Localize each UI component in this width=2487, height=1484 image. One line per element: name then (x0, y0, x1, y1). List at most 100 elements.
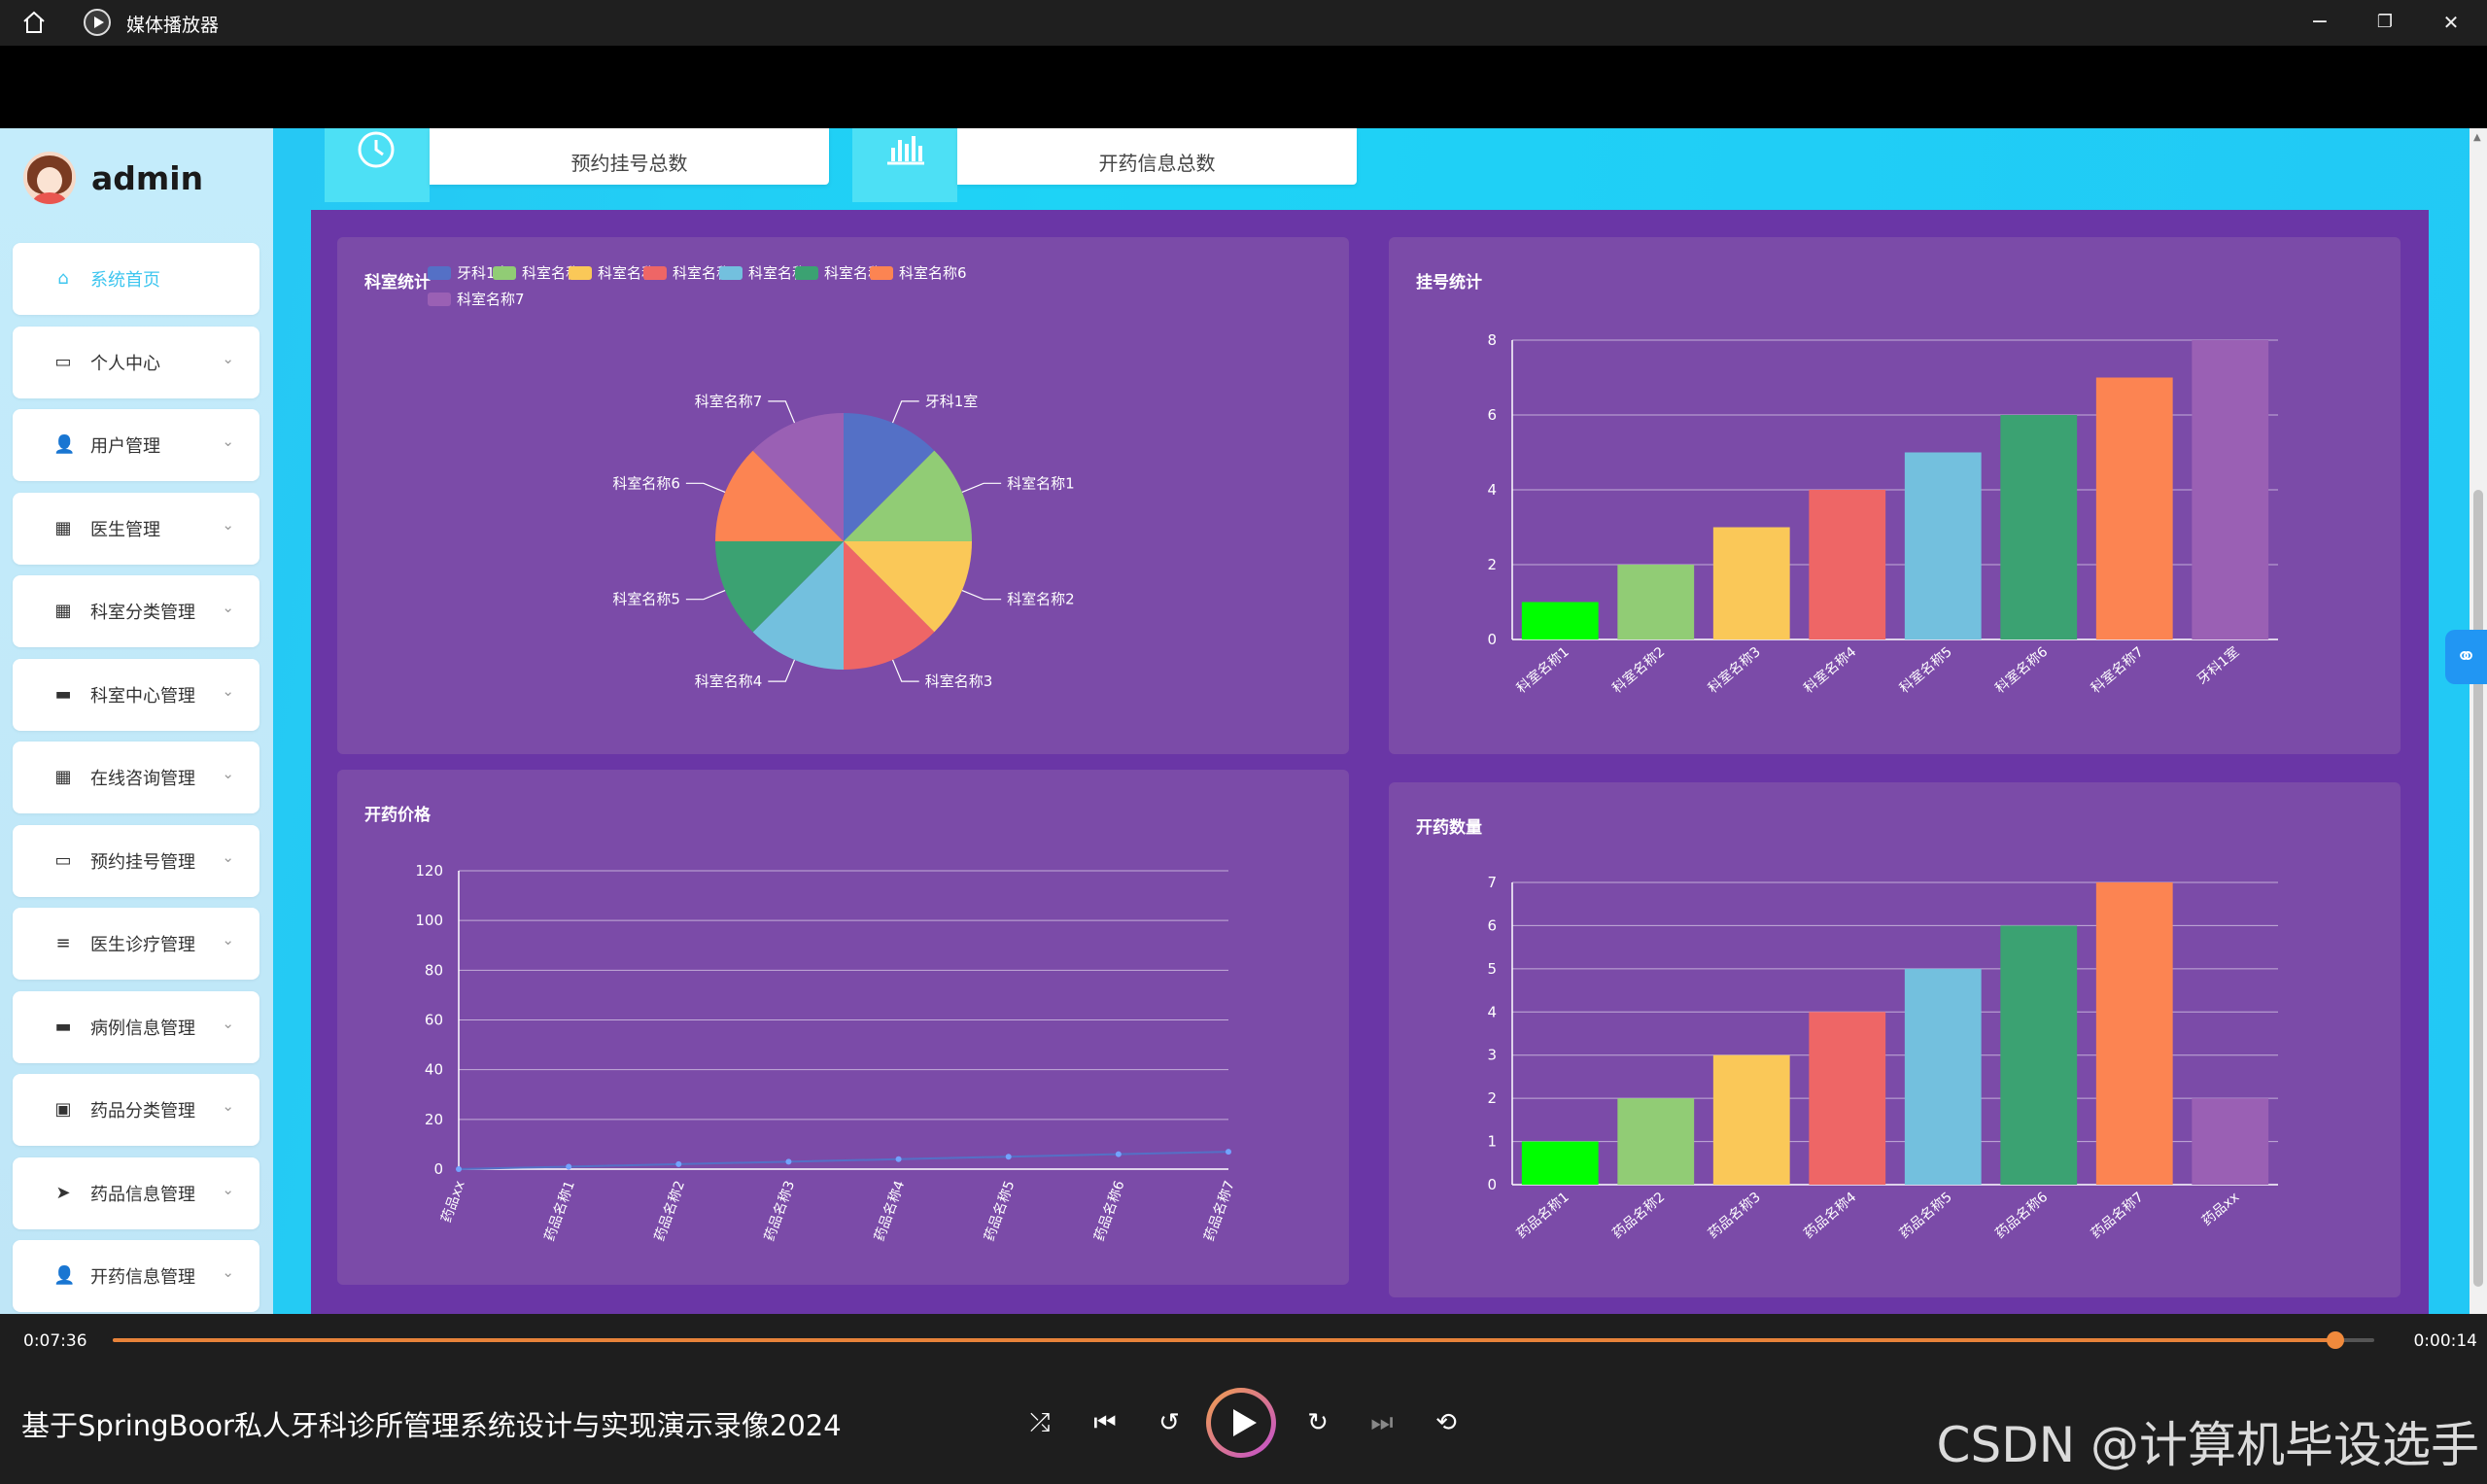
chevron-down-icon: ⌄ (222, 765, 234, 782)
seek-handle[interactable] (2327, 1331, 2345, 1349)
shuffle-icon[interactable]: ⤮ (1029, 1408, 1051, 1437)
pie-slice-0[interactable] (844, 413, 935, 541)
sidebar-item-0[interactable]: ⌂ 系统首页 (13, 243, 259, 315)
remaining-time: 0:00:14 (2413, 1331, 2477, 1351)
scrollbar-thumb[interactable] (2473, 490, 2483, 1287)
bar-3[interactable] (1809, 490, 1886, 639)
scroll-up-icon[interactable]: ▲ (2473, 132, 2481, 143)
pie-label-7: 科室名称7 (695, 393, 763, 410)
registration-bar-panel: 挂号统计 0 2 4 6 8 科室名称1 科室名称2 科室名称3 科室名称4 科室名称5 科室名称6… (1389, 237, 2401, 754)
bar-5[interactable] (2000, 415, 2078, 639)
seek-bar[interactable] (113, 1331, 2374, 1349)
y-tick-label: 20 (425, 1111, 443, 1128)
rewind-10-icon[interactable]: ↺ (1158, 1408, 1180, 1437)
price-line-chart: 0 20 40 60 80 100 120 药品xx 药品名称1 药品名称2 药品名称3 药品名称4 药… (415, 862, 1237, 1244)
sidebar-item-12[interactable]: 👤 开药信息管理 ⌄ (13, 1240, 259, 1312)
play-button[interactable] (1206, 1388, 1276, 1458)
close-button[interactable]: ✕ (2442, 11, 2460, 34)
bar-4[interactable] (1904, 452, 1982, 640)
line-point-4[interactable] (895, 1156, 902, 1162)
legend-swatch-2 (569, 266, 592, 280)
floating-assistant-button[interactable]: ⚭ (2445, 630, 2487, 684)
pie-slice-2[interactable] (844, 541, 973, 633)
sidebar: admin ⌂ 系统首页 ▭ 个人中心 ⌄ 👤 用户管理 ⌄ ▦ 医生管理 ⌄ ▦ 科室分类管理 ⌄ ▬ 科室… (0, 128, 273, 1314)
line-point-2[interactable] (675, 1160, 682, 1167)
sidebar-item-7[interactable]: ▭ 预约挂号管理 ⌄ (13, 824, 259, 897)
bar-6[interactable] (2095, 882, 2173, 1185)
repeat-icon[interactable]: ⟲ (1435, 1408, 1457, 1437)
dashboard-content: 科室统计 牙科1室 科室名称1 科室名称2 科室名称3 科室名称4 科室名称5 科室名称6 科… (311, 210, 2429, 1314)
line-point-0[interactable] (456, 1166, 462, 1172)
y-tick-label: 0 (1487, 631, 1497, 648)
bar-7[interactable] (2192, 1098, 2269, 1185)
case-icon: ▬ (54, 1016, 72, 1037)
bar-2[interactable] (1712, 1054, 1790, 1185)
pie-label-2: 科室名称2 (1007, 591, 1075, 608)
line-point-6[interactable] (1115, 1151, 1122, 1157)
sidebar-item-1[interactable]: ▭ 个人中心 ⌄ (13, 326, 259, 398)
y-tick-label: 0 (1487, 1176, 1497, 1193)
next-icon[interactable]: ⏭ (1370, 1408, 1394, 1437)
pie-slice-7[interactable] (752, 413, 844, 541)
minimize-button[interactable]: − (2310, 10, 2330, 34)
legend-swatch-5 (795, 266, 818, 280)
sidebar-item-label: 科室分类管理 (90, 603, 195, 623)
sidebar-item-6[interactable]: ▦ 在线咨询管理 ⌄ (13, 742, 259, 813)
chevron-down-icon: ⌄ (222, 1097, 234, 1115)
y-tick-label: 2 (1487, 556, 1497, 573)
sidebar-item-9[interactable]: ▬ 病例信息管理 ⌄ (13, 990, 259, 1063)
line-point-1[interactable] (566, 1163, 572, 1170)
forward-30-icon[interactable]: ↻ (1307, 1408, 1329, 1437)
pie-slice-6[interactable] (715, 450, 844, 541)
bar-4[interactable] (1904, 968, 1982, 1185)
pie-label-line-6 (685, 482, 726, 494)
bar-1[interactable] (1617, 1098, 1695, 1185)
stat-label-prescriptions: 开药信息总数 (1098, 152, 1216, 175)
bar-6[interactable] (2095, 377, 2173, 640)
home-icon[interactable] (21, 10, 47, 35)
chart-title-quantity: 开药数量 (1416, 818, 1482, 838)
previous-icon[interactable]: ⏮ (1093, 1408, 1117, 1437)
line-point-7[interactable] (1226, 1149, 1231, 1156)
bar-2[interactable] (1712, 527, 1790, 640)
x-tick-label-3: 药品名称3 (762, 1179, 798, 1243)
sidebar-item-2[interactable]: 👤 用户管理 ⌄ (13, 409, 259, 481)
legend-label-6: 科室名称6 (899, 264, 967, 282)
user-icon: 👤 (53, 1265, 76, 1286)
legend-swatch-4 (719, 266, 743, 280)
pie-slice-5[interactable] (715, 541, 844, 633)
sidebar-item-3[interactable]: ▦ 医生管理 ⌄ (13, 492, 259, 565)
line-point-3[interactable] (785, 1158, 792, 1165)
bar-3[interactable] (1809, 1012, 1886, 1185)
chart-title-dept: 科室统计 (364, 273, 431, 293)
y-tick-label: 60 (425, 1012, 443, 1029)
restore-button[interactable]: ❐ (2376, 12, 2394, 32)
x-tick-label-5: 药品名称6 (1992, 1190, 2051, 1242)
sidebar-item-5[interactable]: ▬ 科室中心管理 ⌄ (13, 658, 259, 731)
sidebar-item-label: 用户管理 (90, 436, 160, 457)
pie-slice-1[interactable] (844, 450, 973, 541)
pie-label-line-3 (891, 659, 919, 682)
bar-1[interactable] (1617, 565, 1695, 639)
y-tick-label: 1 (1487, 1133, 1497, 1151)
sidebar-item-10[interactable]: ▣ 药品分类管理 ⌄ (13, 1074, 259, 1146)
x-tick-label-2: 药品名称2 (652, 1179, 688, 1243)
line-point-5[interactable] (1005, 1154, 1012, 1160)
sidebar-item-4[interactable]: ▦ 科室分类管理 ⌄ (13, 575, 259, 647)
sidebar-item-8[interactable]: ≡ 医生诊疗管理 ⌄ (13, 908, 259, 980)
x-tick-label-5: 药品名称5 (982, 1179, 1018, 1243)
sidebar-item-11[interactable]: ➤ 药品信息管理 ⌄ (13, 1156, 259, 1229)
pie-slice-3[interactable] (844, 541, 935, 670)
pie-slice-4[interactable] (752, 541, 844, 670)
x-tick-label-7: 牙科1室 (2193, 643, 2242, 688)
bar-0[interactable] (1521, 1141, 1599, 1185)
bar-0[interactable] (1521, 602, 1599, 640)
legend-label-7: 科室名称7 (457, 291, 525, 308)
x-tick-label-4: 药品名称4 (872, 1179, 908, 1244)
page-scrollbar[interactable]: ▲ (2470, 128, 2487, 1314)
media-player-controls: 0:07:36 0:00:14 基于SpringBoor私人牙科诊所管理系统设计… (0, 1314, 2487, 1484)
y-tick-label: 40 (425, 1061, 443, 1079)
bar-7[interactable] (2192, 340, 2269, 639)
bar-5[interactable] (2000, 925, 2078, 1185)
dept-pie-chart: 牙科1室 科室名称1 科室名称2 科室名称3 科室名称4 科室名称5 科室名称6科室名称7牙… (428, 264, 1075, 690)
